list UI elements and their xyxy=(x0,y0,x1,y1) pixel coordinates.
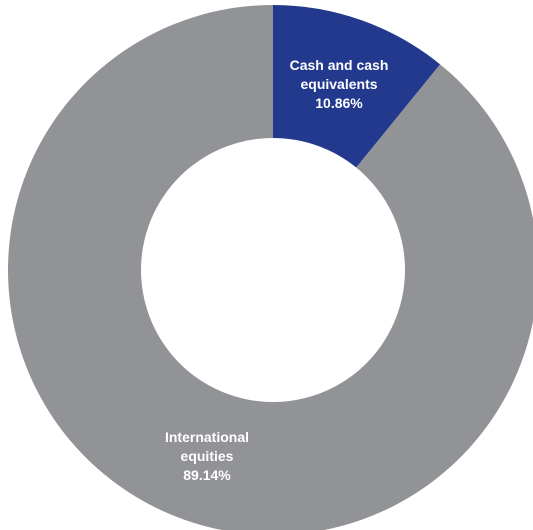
slice-value-label: 89.14% xyxy=(183,467,231,483)
pie-slice-1 xyxy=(273,5,441,168)
slice-label-1: Cash and cash equivalents 10.86% xyxy=(290,57,389,111)
slice-value-label: 10.86% xyxy=(315,95,363,111)
slice-label-line: Cash and cash xyxy=(290,57,389,73)
slice-label-line: equities xyxy=(181,448,234,464)
slice-label-line: equivalents xyxy=(300,76,377,92)
pie-slice-2 xyxy=(8,5,533,530)
slice-label-2: International equities 89.14% xyxy=(165,429,249,483)
slice-label-line: International xyxy=(165,429,249,445)
labels-layer: Cash and cash equivalents 10.86% Internatio… xyxy=(165,57,388,483)
slices-layer xyxy=(8,5,533,530)
